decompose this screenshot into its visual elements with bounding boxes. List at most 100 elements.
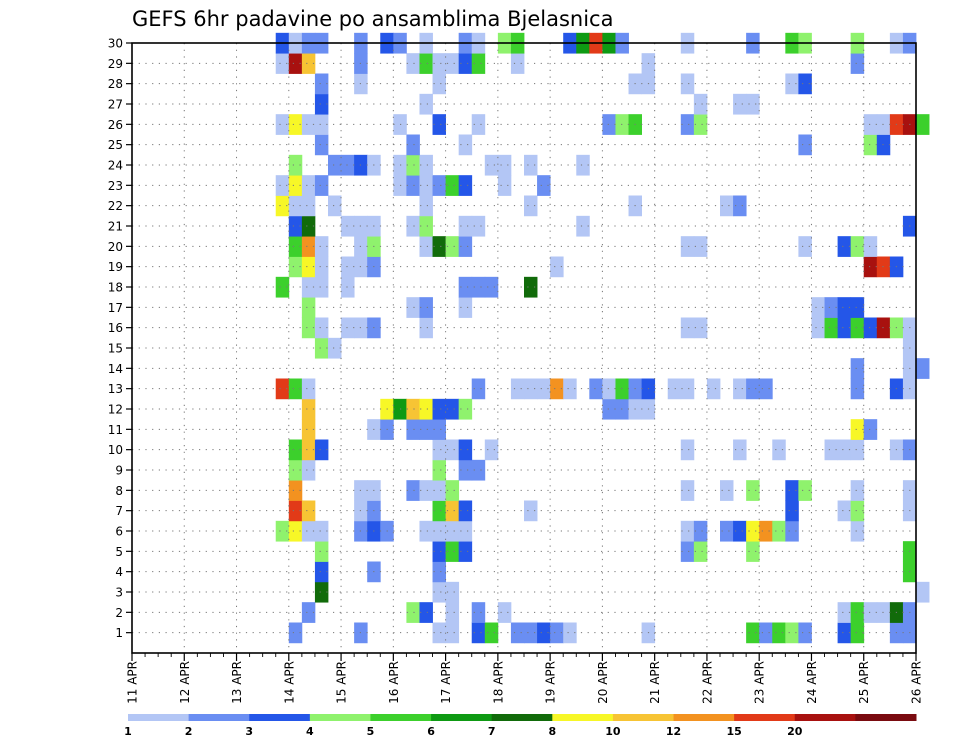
heat-cell [419, 602, 433, 623]
heat-cell [484, 439, 499, 461]
heat-cell [458, 439, 473, 461]
x-tick-label: 16 APR [387, 661, 401, 704]
heat-cell [916, 581, 930, 603]
heat-cell [746, 378, 760, 400]
heat-cell [458, 134, 473, 156]
heat-cell [916, 358, 930, 379]
heat-cell [432, 622, 446, 644]
heat-cell [406, 602, 420, 623]
heat-cell [419, 53, 433, 74]
heat-cell [680, 317, 695, 339]
heat-cell [863, 317, 878, 339]
heat-cell [458, 175, 473, 196]
heat-cell [432, 175, 446, 196]
heat-cell [471, 53, 486, 74]
heat-cell [497, 154, 512, 176]
heat-cell [759, 622, 773, 644]
heat-cell [837, 236, 852, 257]
y-tick-label: 7 [115, 504, 123, 518]
y-tick-label: 16 [108, 321, 123, 335]
heat-cell [314, 236, 329, 257]
colorbar-swatch [128, 714, 190, 721]
heat-cell [432, 236, 446, 257]
colorbar-label: 12 [666, 725, 681, 738]
colorbar-swatch [612, 714, 675, 721]
heat-cell [432, 520, 446, 542]
heat-cell [432, 500, 446, 522]
heat-cell [432, 53, 446, 74]
y-tick-label: 8 [115, 484, 123, 498]
heat-cell [419, 236, 433, 257]
heat-cell [602, 378, 616, 400]
heat-cell [419, 317, 433, 339]
heat-cell [576, 215, 590, 237]
heat-cell [602, 398, 616, 420]
heat-cell [798, 236, 812, 257]
heat-cell [288, 154, 303, 176]
heat-cell [275, 114, 290, 135]
heat-cell [693, 236, 708, 257]
heat-cell [301, 195, 316, 217]
heat-cell [328, 195, 342, 217]
heat-cell [785, 500, 799, 522]
heat-cell [537, 378, 551, 400]
heat-cell [563, 378, 577, 400]
heat-cell [445, 581, 460, 603]
heat-cell [288, 439, 303, 461]
heat-cell [680, 520, 695, 542]
heat-cell [693, 520, 708, 542]
heat-cell [680, 480, 695, 501]
heat-cell [301, 500, 316, 522]
heat-cell [406, 215, 420, 237]
colorbar-label: 20 [787, 725, 803, 738]
heat-cell [328, 337, 342, 359]
heat-cell [497, 602, 512, 623]
heat-cell [850, 480, 865, 501]
heat-cell [458, 520, 473, 542]
colorbar-label: 6 [427, 725, 435, 738]
heat-cell [667, 378, 682, 400]
heat-cell [837, 439, 852, 461]
heat-cell [837, 602, 852, 623]
colorbar-swatch [673, 714, 735, 721]
heat-cell [406, 175, 420, 196]
heat-cell [406, 53, 420, 74]
heat-cell [419, 154, 433, 176]
heat-cell [445, 53, 460, 74]
heat-cell [301, 378, 316, 400]
heat-cell [341, 215, 355, 237]
y-tick-label: 28 [108, 77, 123, 91]
heat-cell [837, 500, 852, 522]
heat-cell [798, 134, 812, 156]
y-tick-label: 25 [108, 138, 123, 152]
heat-cell [471, 215, 486, 237]
heat-cell [524, 378, 538, 400]
heat-cell [824, 439, 838, 461]
heat-cell [341, 317, 355, 339]
colorbar-swatch [552, 714, 614, 721]
colorbar-label: 3 [245, 725, 253, 738]
heat-cell [563, 622, 577, 644]
colorbar-swatch [370, 714, 432, 721]
heat-cell [314, 337, 329, 359]
heat-cell [406, 297, 420, 318]
heat-cell [863, 256, 878, 278]
heat-cell [419, 175, 433, 196]
heat-cell [850, 439, 865, 461]
heat-cell [288, 175, 303, 196]
heat-cell [471, 378, 486, 400]
heat-cell [432, 459, 446, 481]
x-tick-label: 19 APR [544, 661, 558, 704]
y-tick-label: 11 [108, 423, 123, 437]
heat-cell [445, 602, 460, 623]
x-tick-label: 13 APR [230, 661, 244, 704]
heat-cell [458, 215, 473, 237]
heat-cell [288, 215, 303, 237]
y-tick-label: 9 [115, 464, 123, 478]
y-tick-label: 12 [108, 403, 123, 417]
heat-cell [432, 561, 446, 583]
y-tick-label: 1 [115, 626, 123, 640]
heat-cell [785, 480, 799, 501]
heat-cell [785, 520, 799, 542]
y-tick-label: 14 [108, 362, 123, 376]
